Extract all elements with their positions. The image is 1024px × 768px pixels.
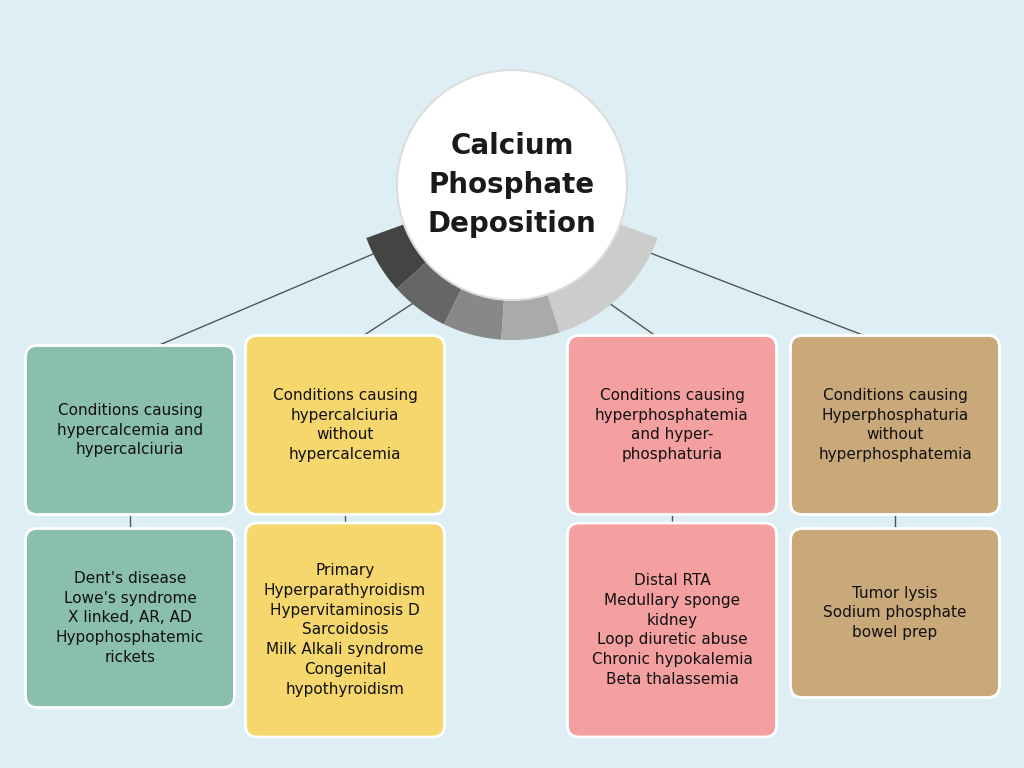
FancyBboxPatch shape (246, 336, 444, 515)
Text: Calcium
Phosphate
Deposition: Calcium Phosphate Deposition (428, 132, 596, 238)
Text: Distal RTA
Medullary sponge
kidney
Loop diuretic abuse
Chronic hypokalemia
Beta : Distal RTA Medullary sponge kidney Loop … (592, 573, 753, 687)
Polygon shape (546, 223, 657, 333)
FancyBboxPatch shape (246, 523, 444, 737)
FancyBboxPatch shape (26, 528, 234, 707)
Text: Conditions causing
hyperphosphatemia
and hyper-
phosphaturia: Conditions causing hyperphosphatemia and… (595, 388, 749, 462)
Text: Conditions causing
hypercalciuria
without
hypercalcemia: Conditions causing hypercalciuria withou… (272, 388, 418, 462)
Text: Tumor lysis
Sodium phosphate
bowel prep: Tumor lysis Sodium phosphate bowel prep (823, 586, 967, 641)
FancyBboxPatch shape (26, 346, 234, 515)
Polygon shape (367, 223, 430, 289)
FancyBboxPatch shape (791, 528, 999, 697)
Text: Primary
Hyperparathyroidism
Hypervitaminosis D
Sarcoidosis
Milk Alkali syndrome
: Primary Hyperparathyroidism Hypervitamin… (264, 563, 426, 697)
FancyBboxPatch shape (791, 336, 999, 515)
FancyBboxPatch shape (567, 523, 776, 737)
FancyBboxPatch shape (567, 336, 776, 515)
Polygon shape (397, 259, 464, 324)
Polygon shape (444, 284, 505, 339)
Text: Conditions causing
hypercalcemia and
hypercalciuria: Conditions causing hypercalcemia and hyp… (57, 402, 203, 457)
Text: Conditions causing
Hyperphosphaturia
without
hyperphosphatemia: Conditions causing Hyperphosphaturia wit… (818, 388, 972, 462)
Text: Dent's disease
Lowe's syndrome
X linked, AR, AD
Hypophosphatemic
rickets: Dent's disease Lowe's syndrome X linked,… (56, 571, 204, 665)
Circle shape (397, 70, 627, 300)
Polygon shape (501, 290, 560, 340)
